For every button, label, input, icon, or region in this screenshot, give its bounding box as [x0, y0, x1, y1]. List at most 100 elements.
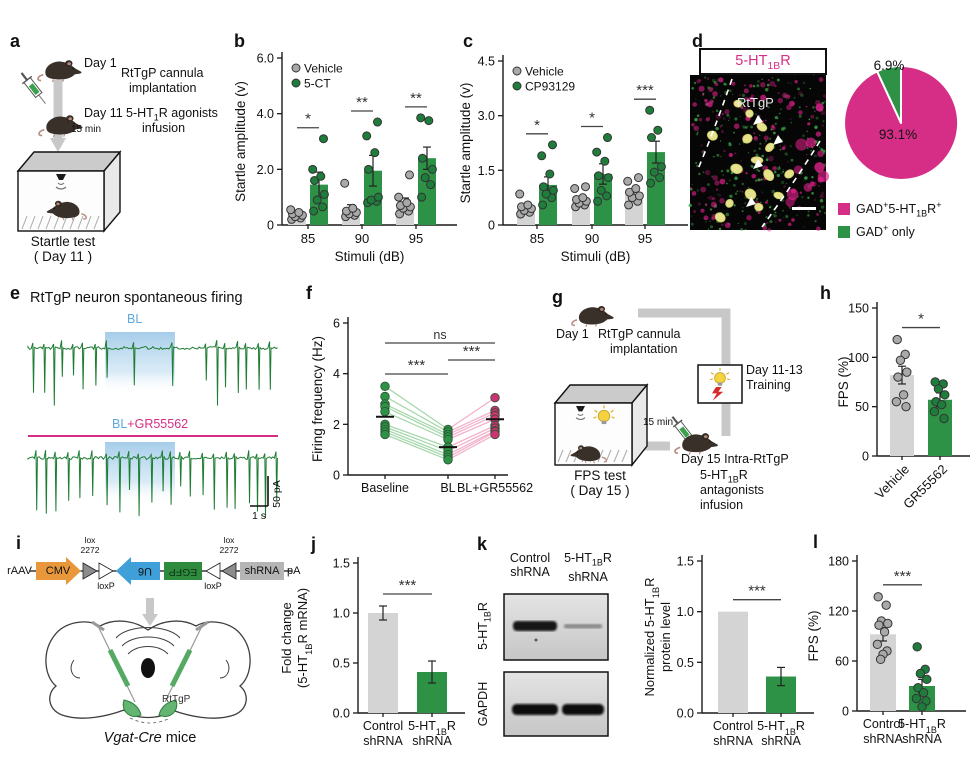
- labeled-neuron: [706, 130, 718, 141]
- data-point: [623, 176, 633, 186]
- data-point: [294, 207, 304, 217]
- delay-label: 15 min: [71, 124, 102, 135]
- data-point: [548, 185, 558, 195]
- g-day1-label: Day 1: [556, 327, 589, 341]
- data-point: [380, 406, 390, 417]
- legend-label: Vehicle: [525, 65, 564, 79]
- x-tick-label: 90: [355, 231, 369, 246]
- data-point: [394, 192, 404, 202]
- lox2272-site-left: [82, 562, 98, 580]
- data-point: [933, 384, 944, 394]
- data-point: [319, 134, 328, 144]
- x-tick-label: Control: [363, 719, 403, 733]
- significance-mark: *: [589, 110, 595, 127]
- pie-legend-row-1: GAD+5-HT1BR+: [838, 198, 941, 221]
- ephys-trace: [27, 339, 278, 406]
- x-tick-label: 85: [530, 231, 544, 246]
- ephys-traces: 50 pA 1 s: [27, 332, 283, 522]
- data-point: [427, 164, 437, 174]
- x-tick-label: shRNA: [412, 734, 452, 748]
- g-day1-desc-line2: implantation: [610, 342, 678, 356]
- day11-label: Day 11: [84, 106, 123, 120]
- significance-mark: ns: [433, 328, 446, 342]
- legend-dot-icon: [291, 78, 301, 88]
- bar: [368, 613, 398, 713]
- firing-frequency-paired-plot: 0 2 4 6 Firing frequency (Hz) *** *** ns Baselin…: [310, 317, 533, 496]
- labeled-neuron: [784, 169, 795, 179]
- raav-label: rAAV: [7, 565, 32, 577]
- data-point: [570, 184, 580, 194]
- panel-label-c: c: [463, 31, 474, 51]
- significance-mark: ***: [408, 357, 426, 374]
- blot-col1-line1: Control: [509, 551, 551, 565]
- blot-col2-line1: 5-HT1BR: [564, 551, 612, 568]
- loxp-site-right: [205, 562, 221, 580]
- x-tick-label: 5-HT1BR: [408, 719, 456, 737]
- legend-label: CP93129: [525, 80, 575, 94]
- x-tick-label: Control: [863, 717, 903, 731]
- significance-mark: *: [305, 111, 311, 128]
- labeled-neuron: [754, 202, 764, 212]
- blot-row-label-2: GAPDH: [476, 681, 490, 727]
- loxp-label-left: loxP: [97, 581, 115, 591]
- data-point: [316, 171, 326, 181]
- brain-section-schematic: [45, 620, 251, 724]
- y-tick-label: 1.5: [677, 555, 694, 569]
- arrowhead-icon: [746, 197, 756, 207]
- g-training-line1: Day 11-13: [746, 363, 803, 377]
- pie-legend-label-2: GAD+ only: [856, 223, 915, 240]
- data-point: [490, 429, 500, 440]
- significance-mark: ***: [748, 583, 766, 600]
- y-tick-label: 120: [828, 605, 849, 619]
- scalebar-horizontal-label: 1 s: [252, 510, 266, 522]
- significance-mark: ***: [894, 568, 912, 585]
- blot-row-label-1: 5-HT1BR: [476, 602, 493, 650]
- data-point: [417, 192, 427, 202]
- x-tick-label: 5-HT1BR: [898, 717, 946, 735]
- y-tick-label: 0.0: [333, 707, 350, 721]
- startle-test-schematic: [15, 59, 122, 233]
- data-point: [405, 170, 414, 180]
- panel-label-g: g: [552, 287, 563, 307]
- blot-col1-line2: shRNA: [510, 565, 550, 579]
- data-point: [308, 164, 318, 174]
- bl-light-window: [105, 332, 175, 394]
- y-tick-label: 0.0: [677, 707, 694, 721]
- data-point: [319, 189, 329, 199]
- x-tick-label: 5-HT1BR: [757, 719, 805, 737]
- gr-part: +GR55562: [127, 417, 189, 431]
- data-point: [873, 592, 883, 602]
- data-point: [647, 133, 656, 143]
- arrowhead-icon: [753, 115, 763, 125]
- data-point: [649, 167, 659, 177]
- y-axis-label-line1: Normalized 5-HT1BR: [642, 577, 661, 696]
- data-point: [545, 169, 555, 179]
- labeled-neuron: [756, 122, 768, 132]
- data-point: [634, 191, 644, 201]
- x-tick-label: 95: [409, 231, 423, 246]
- shrna-label: shRNA: [244, 565, 280, 577]
- data-point: [915, 668, 926, 679]
- startle-caption-line1: Startle test: [30, 234, 96, 249]
- data-point: [898, 390, 909, 400]
- y-axis-label-line2: protein level: [658, 602, 673, 672]
- y-tick-label: 2.0: [257, 163, 274, 177]
- magenta-swatch-icon: [838, 203, 850, 216]
- panel-label-b: b: [234, 31, 245, 51]
- chamber-top: [553, 384, 649, 404]
- data-point: [420, 173, 430, 183]
- g-day15-line1: Day 15 Intra-RtTgP: [681, 452, 789, 466]
- pie-value-label: 93.1%: [879, 127, 917, 142]
- labeled-neuron: [733, 99, 743, 108]
- western-blot: [503, 593, 609, 737]
- u6-label: U6: [137, 565, 153, 577]
- blot-col2-line2: shRNA: [568, 569, 608, 584]
- data-point: [875, 654, 886, 665]
- y-tick-label: 150: [848, 302, 869, 316]
- bl-window-label: BL: [127, 312, 143, 326]
- blot-col-header-1: Control shRNA: [500, 551, 560, 579]
- startle-caption-line2: ( Day 11 ): [33, 249, 93, 264]
- ephys-trace: [27, 450, 279, 518]
- x-tick-label: Control: [713, 719, 753, 733]
